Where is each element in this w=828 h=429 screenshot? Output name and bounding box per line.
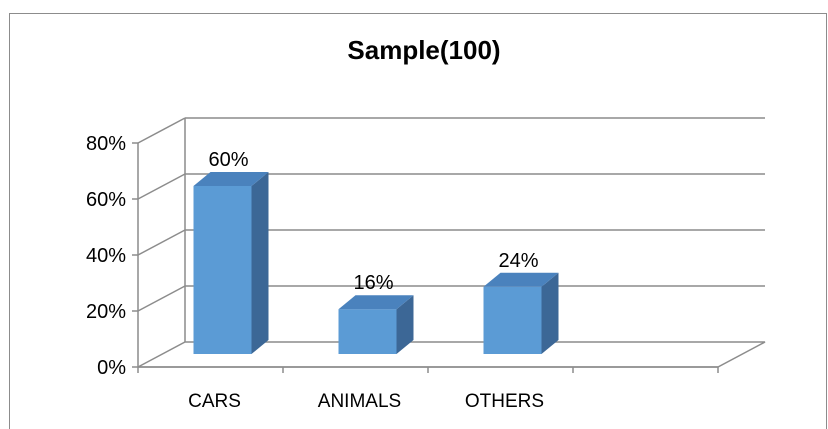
bar-top-animals (338, 295, 414, 310)
gridline-side (137, 229, 186, 256)
x-category-label-others: OTHERS (465, 391, 544, 412)
bar-side-animals (396, 295, 414, 354)
bar-side-cars (251, 172, 269, 354)
gridline-side (137, 117, 186, 144)
y-tick-label: 80% (86, 133, 126, 155)
bar-top-others (483, 272, 559, 287)
labels: 0% 20% 40% 60% 80% 60% CARS 16% ANIMALS 24% OTHERS (86, 133, 544, 412)
y-tick-label: 40% (86, 245, 126, 267)
bar-others (483, 286, 542, 354)
gridline-side (137, 173, 186, 200)
chart-title: Sample(100) (347, 35, 500, 65)
y-tick-label: 60% (86, 189, 126, 211)
bar-cars (193, 186, 252, 354)
data-label-others: 24% (498, 250, 538, 272)
axes (132, 142, 719, 373)
data-label-animals: 16% (353, 272, 393, 294)
gridline-side (137, 285, 186, 312)
x-category-label-cars: CARS (188, 391, 241, 412)
data-label-cars: 60% (208, 149, 248, 171)
bar-side-others (541, 272, 559, 354)
bar-top-cars (193, 172, 269, 186)
bars (193, 172, 559, 354)
chart-frame (9, 13, 827, 429)
y-tick-label: 0% (97, 357, 126, 379)
y-tick-label: 20% (86, 301, 126, 323)
bar-animals (338, 309, 397, 354)
x-category-label-animals: ANIMALS (318, 391, 401, 412)
gridlines (137, 117, 766, 368)
